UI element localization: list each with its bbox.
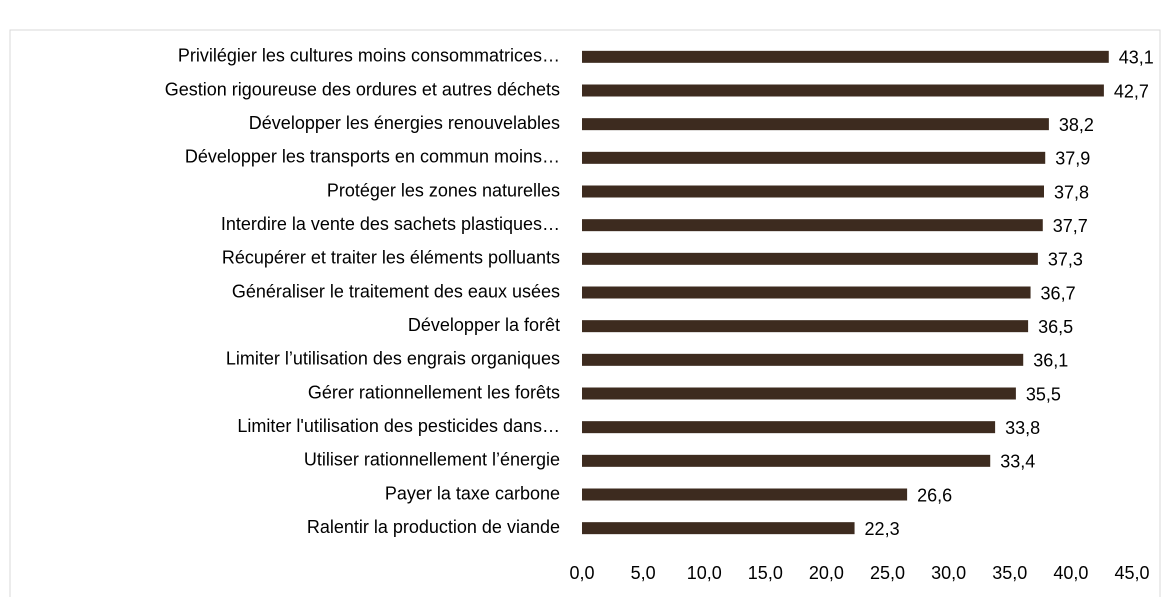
y-tick-label: Privilégier les cultures moins consommat… [178,46,560,66]
bar [582,421,996,434]
x-tick-label: 45,0 [1114,563,1149,583]
bar [582,50,1109,63]
bar [582,522,855,535]
bar [582,84,1104,97]
value-label: 26,6 [917,485,952,505]
value-label: 43,1 [1119,48,1154,68]
y-tick-label: Développer les transports en commun moin… [185,147,560,167]
x-tick-label: 5,0 [631,563,656,583]
y-tick-label: Récupérer et traiter les éléments pollua… [222,248,560,268]
value-label: 33,4 [1000,452,1035,472]
y-tick-label: Ralentir la production de viande [307,517,560,537]
y-tick-label: Payer la taxe carbone [385,483,560,503]
bar [582,118,1049,131]
y-tick-label: Gestion rigoureuse des ordures et autres… [165,79,560,99]
bar [582,252,1038,265]
bar [582,488,908,501]
value-label: 35,5 [1026,384,1061,404]
value-label: 36,1 [1033,351,1068,371]
y-tick-label: Limiter l’utilisation des engrais organi… [226,349,560,369]
y-tick-label: Généraliser le traitement des eaux usées [232,281,560,301]
bar [582,387,1016,400]
value-label: 33,8 [1005,418,1040,438]
chart-frame [9,29,1161,602]
y-tick-label: Interdire la vente des sachets plastique… [221,214,560,234]
value-label: 37,8 [1054,182,1089,202]
bar [582,185,1044,198]
value-label: 37,9 [1055,149,1090,169]
bar [582,151,1046,164]
bar [582,286,1031,299]
value-label: 42,7 [1114,81,1149,101]
x-tick-label: 15,0 [748,563,783,583]
x-tick-label: 20,0 [809,563,844,583]
value-label: 22,3 [865,519,900,539]
y-tick-label: Développer la forêt [408,315,560,335]
bar [582,454,991,467]
x-tick-label: 25,0 [870,563,905,583]
y-tick-label: Développer les énergies renouvelables [249,113,560,133]
value-label: 36,5 [1038,317,1073,337]
bar [582,353,1024,366]
value-label: 36,7 [1041,283,1076,303]
x-tick-label: 0,0 [569,563,594,583]
bar [582,320,1029,333]
y-tick-label: Gérer rationnellement les forêts [308,382,560,402]
x-tick-label: 40,0 [1053,563,1088,583]
bar [582,219,1043,232]
value-label: 37,7 [1053,216,1088,236]
value-label: 38,2 [1059,115,1094,135]
y-tick-label: Utiliser rationnellement l’énergie [304,450,560,470]
y-tick-label: Limiter l'utilisation des pesticides dan… [237,416,560,436]
x-tick-label: 35,0 [992,563,1027,583]
x-tick-label: 10,0 [687,563,722,583]
value-label: 37,3 [1048,250,1083,270]
x-tick-label: 30,0 [931,563,966,583]
y-tick-label: Protéger les zones naturelles [327,180,560,200]
